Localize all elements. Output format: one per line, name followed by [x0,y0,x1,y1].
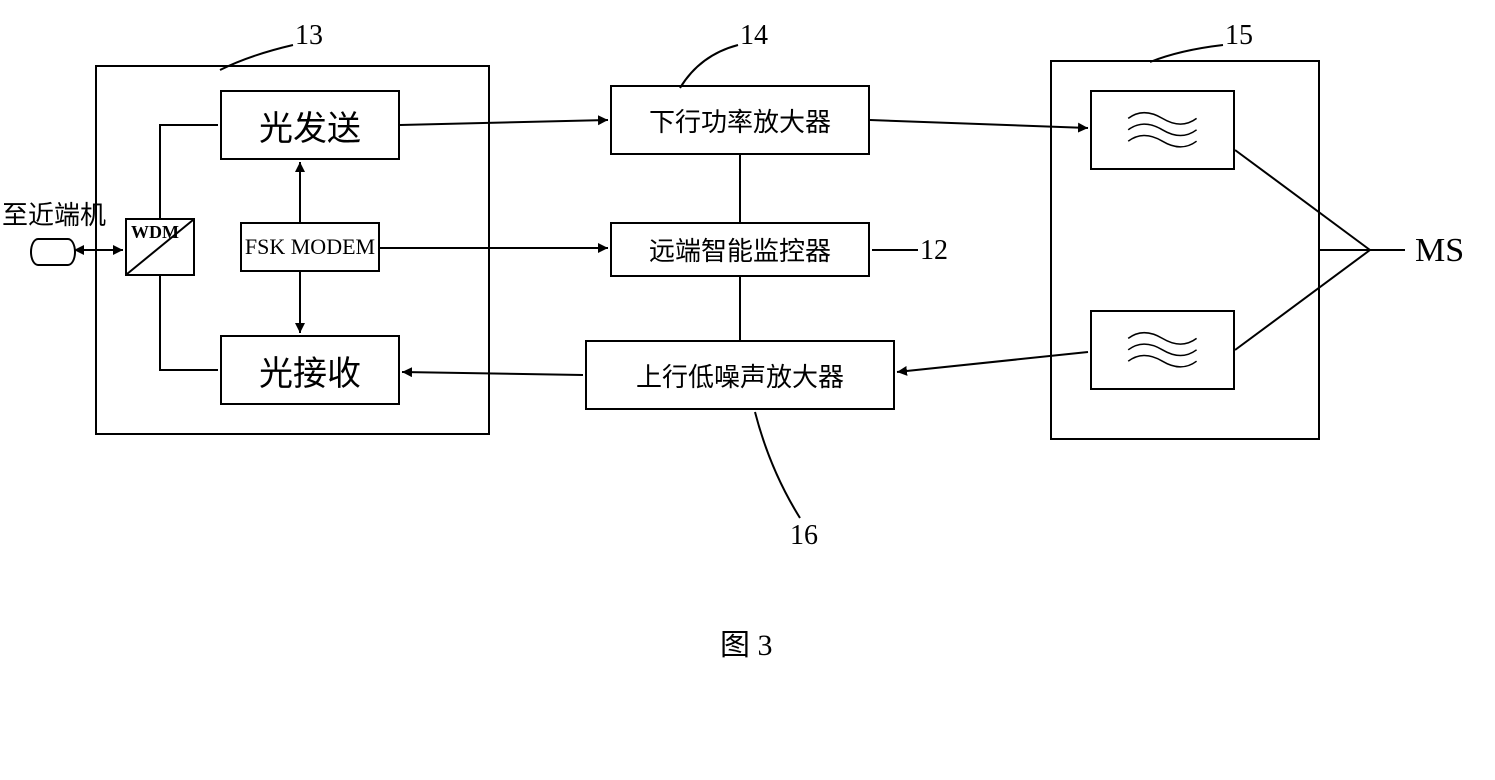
fsk-modem-box: FSK MODEM [240,222,380,272]
near-end-port-icon [30,238,76,266]
uplink-lna-label: 上行低噪声放大器 [636,357,844,394]
optical-tx-label: 光发送 [259,101,361,150]
fsk-modem-label: FSK MODEM [245,234,375,260]
downlink-pa-label: 下行功率放大器 [649,102,831,139]
ref-13-label: 13 [295,20,323,52]
wdm-box: WDM [125,218,195,276]
uplink-lna-box: 上行低噪声放大器 [585,340,895,410]
ref-14-label: 14 [740,20,768,52]
optical-rx-label: 光接收 [259,346,361,395]
figure-caption: 图 3 [720,620,773,664]
ref-12-label: 12 [920,235,948,267]
ms-label: MS [1415,232,1464,270]
optical-tx-box: 光发送 [220,90,400,160]
downlink-pa-box: 下行功率放大器 [610,85,870,155]
remote-monitor-label: 远端智能监控器 [649,231,831,268]
filter-top-icon [1090,90,1235,170]
diagram-canvas: 光发送 光接收 FSK MODEM WDM 至近端机 下行功率放大器 远端智能监… [0,0,1495,780]
near-end-label: 至近端机 [2,195,106,232]
ref-15-label: 15 [1225,20,1253,52]
ref-16-label: 16 [790,520,818,552]
remote-monitor-box: 远端智能监控器 [610,222,870,277]
filter-bottom-icon [1090,310,1235,390]
wdm-label: WDM [131,222,179,243]
optical-rx-box: 光接收 [220,335,400,405]
